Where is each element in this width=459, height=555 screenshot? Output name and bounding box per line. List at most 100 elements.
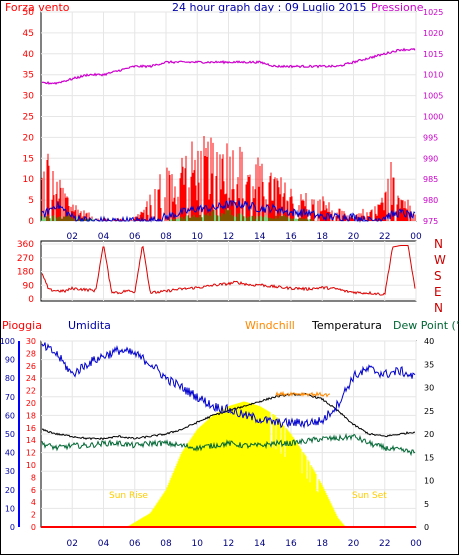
humidity-tick-label: 90 — [5, 356, 15, 365]
x-tick-label: 20 — [348, 232, 360, 242]
wind-direction-grid — [41, 241, 417, 301]
wind-axis-label: Forza vento — [5, 1, 70, 14]
temperature-tick-label: 25 — [424, 407, 434, 416]
rain-tick-label: 18 — [26, 411, 36, 420]
x-tick-label: 14 — [254, 232, 266, 242]
temperature-tick-label: 30 — [424, 384, 434, 393]
wind-speed-tick-label: 35 — [23, 71, 34, 81]
compass-label: N — [434, 237, 443, 251]
wind-speed-tick-label: 25 — [23, 113, 34, 123]
pressure-tick-label: 985 — [423, 175, 438, 184]
humidity-series — [41, 342, 416, 429]
pressure-tick-label: 1005 — [423, 92, 443, 101]
rain-tick-label: 24 — [26, 374, 36, 383]
temperature-tick-label: 15 — [424, 453, 434, 462]
chart-title: 24 hour graph day : 09 Luglio 2015 — [172, 1, 367, 14]
x-tick-label: 04 — [98, 539, 110, 549]
temperature-ticks: 0 5 10 15 20 25 30 35 40 — [424, 337, 434, 532]
compass-label: E — [434, 285, 442, 299]
humidity-tick-label: 0 — [10, 523, 15, 532]
rain-tick-label: 6 — [31, 486, 36, 495]
wind-speed-ticks: 0 5 10 15 20 25 30 35 40 45 50 — [23, 8, 35, 227]
temperature-tick-label: 20 — [424, 430, 434, 439]
wind-direction-series — [41, 245, 416, 296]
temperature-tick-label: 10 — [424, 477, 434, 486]
rain-tick-label: 14 — [26, 436, 36, 445]
wind-speed-tick-label: 20 — [23, 133, 35, 143]
pressure-series — [41, 47, 416, 85]
humidity-tick-label: 60 — [5, 411, 15, 420]
pressure-tick-label: 1015 — [423, 50, 443, 59]
pressure-tick-label: 1020 — [423, 29, 443, 38]
temperature-humidity-series — [41, 342, 416, 528]
humidity-tick-label: 70 — [5, 393, 15, 402]
wind-direction-degree-ticks: 0 90 180 270 360 — [17, 240, 34, 305]
wind-speed-tick-label: 30 — [23, 92, 35, 102]
degree-tick-label: 0 — [28, 295, 34, 305]
windchill-series — [275, 390, 331, 398]
wind-speed-tick-label: 50 — [23, 8, 35, 18]
x-tick-label: 00 — [410, 232, 422, 242]
compass-label: N — [434, 301, 443, 315]
humidity-tick-label: 40 — [5, 449, 15, 458]
rain-tick-label: 22 — [26, 387, 36, 396]
wind-speed-tick-label: 0 — [28, 217, 34, 227]
temperature-series — [41, 393, 416, 441]
pressure-axis-label: Pressione — [371, 1, 424, 14]
wind-speed-tick-label: 10 — [23, 175, 35, 185]
x-tick-label: 12 — [223, 232, 234, 242]
humidity-ticks: 0 10 20 30 40 50 60 70 80 90 100 — [0, 337, 20, 532]
x-tick-label: 04 — [98, 232, 110, 242]
temperature-humidity-x-ticks: 02 04 06 08 10 12 14 16 18 20 22 00 — [67, 539, 422, 549]
pressure-tick-label: 980 — [423, 196, 438, 205]
wind-speed-tick-label: 45 — [23, 29, 34, 39]
dewpoint-series — [41, 432, 416, 457]
wind-min-series — [41, 209, 313, 221]
x-tick-label: 02 — [67, 539, 78, 549]
degree-tick-label: 270 — [17, 254, 34, 264]
rain-tick-label: 28 — [26, 349, 36, 358]
pressure-tick-label: 975 — [423, 217, 438, 226]
humidity-tick-label: 30 — [5, 467, 15, 476]
rain-tick-label: 26 — [26, 362, 36, 371]
wind-pressure-series — [41, 47, 416, 223]
pressure-ticks: 975 980 985 990 995 1000 1005 1010 1015 1020 1025 — [423, 8, 443, 226]
x-tick-label: 18 — [317, 232, 329, 242]
sunset-label: Sun Set — [352, 491, 387, 501]
temperature-tick-label: 35 — [424, 360, 434, 369]
pressure-tick-label: 1010 — [423, 71, 443, 80]
x-tick-label: 08 — [160, 232, 172, 242]
rain-tick-label: 0 — [31, 523, 36, 532]
sunrise-label: Sun Rise — [109, 491, 148, 501]
wind-pressure-x-ticks: 02 04 06 08 10 12 14 16 18 20 22 00 — [67, 232, 422, 242]
rain-tick-label: 16 — [26, 424, 36, 433]
windchill-label: Windchill — [245, 319, 295, 332]
temperature-tick-label: 0 — [424, 523, 429, 532]
humidity-tick-label: 50 — [5, 430, 15, 439]
rain-tick-label: 2 — [31, 511, 36, 520]
rain-tick-label: 10 — [26, 461, 36, 470]
degree-tick-label: 180 — [17, 268, 34, 278]
compass-label: W — [434, 253, 446, 267]
temperature-tick-label: 5 — [424, 500, 429, 509]
rain-tick-label: 20 — [26, 399, 36, 408]
temperature-label: Temperatura — [311, 319, 382, 332]
x-tick-label: 14 — [254, 539, 266, 549]
dewpoint-label: Dew Point (°C — [393, 319, 459, 332]
rain-tick-label: 8 — [31, 473, 36, 482]
x-tick-label: 02 — [67, 232, 78, 242]
humidity-tick-label: 10 — [5, 504, 15, 513]
x-tick-label: 10 — [192, 539, 204, 549]
x-tick-label: 18 — [317, 539, 329, 549]
x-tick-label: 10 — [192, 232, 204, 242]
humidity-tick-label: 80 — [5, 374, 15, 383]
rain-tick-label: 12 — [26, 449, 36, 458]
x-tick-label: 22 — [379, 232, 390, 242]
wind-speed-tick-label: 40 — [23, 50, 35, 60]
